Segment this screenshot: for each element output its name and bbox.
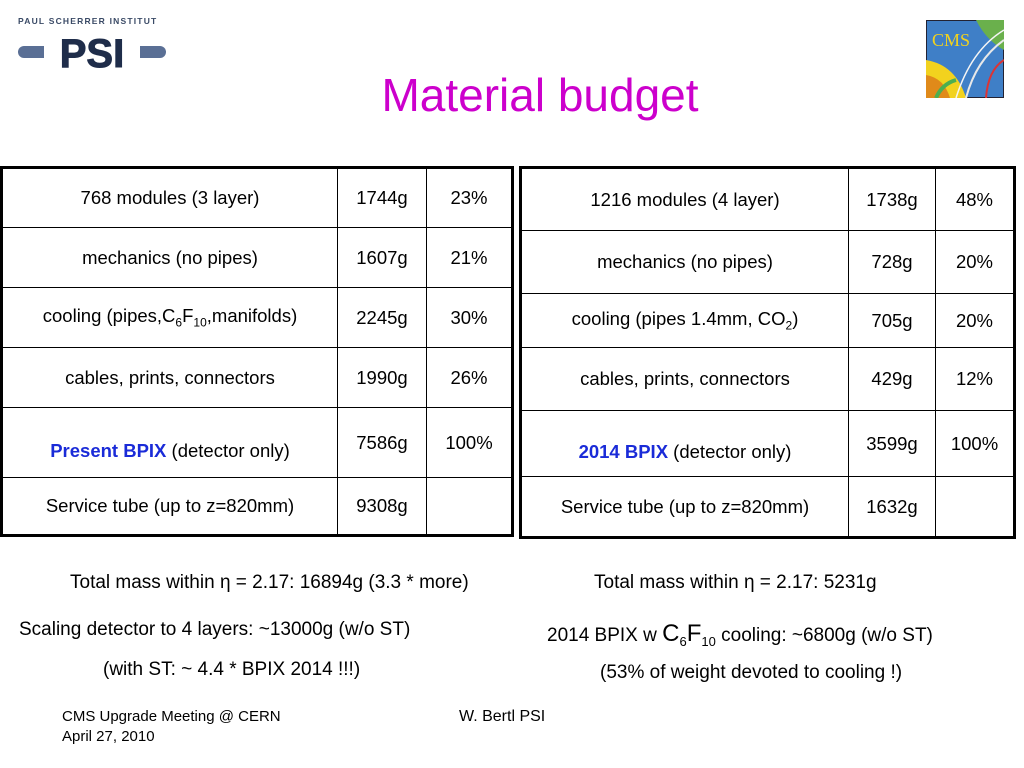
row-percent: 100% <box>935 410 1015 477</box>
row-percent: 30% <box>426 287 513 348</box>
row-label: mechanics (no pipes) <box>520 230 849 294</box>
row-label: mechanics (no pipes) <box>1 227 338 288</box>
row-percent: 100% <box>426 407 513 478</box>
note-part: 2014 BPIX w <box>547 625 663 646</box>
row-mass: 429g <box>848 347 936 411</box>
table-row: cooling (pipes 1.4mm, CO2) 705g 20% <box>520 293 1015 348</box>
row-percent: 21% <box>426 227 513 288</box>
row-mass: 1744g <box>337 167 427 228</box>
row-mass: 1632g <box>848 476 936 538</box>
label-part: cooling (pipes 1.4mm, CO <box>571 308 786 330</box>
subscript: 10 <box>193 315 207 330</box>
meeting-date: April 27, 2010 <box>62 728 155 745</box>
table-row: 1216 modules (4 layer) 1738g 48% <box>520 167 1015 231</box>
label-part: ) <box>792 308 799 330</box>
subscript: 6 <box>175 315 183 330</box>
label-part: (detector only) <box>668 440 792 462</box>
footer-meeting: CMS Upgrade Meeting @ CERN April 27, 201… <box>62 707 281 747</box>
row-mass: 2245g <box>337 287 427 348</box>
row-label: 1216 modules (4 layer) <box>520 167 849 231</box>
cooling-weight-note: (53% of weight devoted to cooling !) <box>600 662 903 683</box>
table-row: Service tube (up to z=820mm) 9308g <box>1 477 513 536</box>
row-mass: 1738g <box>848 167 936 231</box>
psi-logo-icon: PSI <box>18 32 166 74</box>
bpix-label: Present BPIX <box>50 439 167 461</box>
row-label: cables, prints, connectors <box>520 347 849 411</box>
subscript: 6 <box>679 633 687 649</box>
table-row: Service tube (up to z=820mm) 1632g <box>520 476 1015 538</box>
row-percent: 20% <box>935 230 1015 294</box>
label-part: F <box>182 305 194 327</box>
meeting-name: CMS Upgrade Meeting @ CERN <box>62 708 281 725</box>
row-label: 2014 BPIX (detector only) <box>520 410 849 477</box>
row-percent: 23% <box>426 167 513 228</box>
cms-logo-letters: CMS <box>932 30 970 50</box>
with-st-note: (with ST: ~ 4.4 * BPIX 2014 !!!) <box>103 659 361 680</box>
note-part: cooling: ~6800g (w/o ST) <box>715 625 933 646</box>
row-percent: 12% <box>935 347 1015 411</box>
table-row: mechanics (no pipes) 728g 20% <box>520 230 1015 294</box>
row-mass: 1607g <box>337 227 427 288</box>
label-part: (detector only) <box>166 439 290 461</box>
row-label: cooling (pipes,C6F10,manifolds) <box>1 287 338 348</box>
row-mass: 705g <box>848 293 936 348</box>
right-material-table: 1216 modules (4 layer) 1738g 48% mechani… <box>519 166 1016 539</box>
row-percent: 26% <box>426 347 513 408</box>
subscript: 10 <box>701 633 716 649</box>
row-percent: 48% <box>935 167 1015 231</box>
institute-name: PAUL SCHERRER INSTITUT <box>18 16 158 26</box>
footer-author: W. Bertl PSI <box>459 708 546 725</box>
psi-logo: PAUL SCHERRER INSTITUT PSI <box>18 16 168 74</box>
scaling-note: Scaling detector to 4 layers: ~13000g (w… <box>19 619 411 640</box>
cms-logo-icon: CMS <box>926 20 1005 99</box>
row-percent: 20% <box>935 293 1015 348</box>
row-label: Service tube (up to z=820mm) <box>1 477 338 536</box>
page-title: Material budget <box>381 69 699 121</box>
label-part: ,manifolds) <box>206 305 298 327</box>
row-label: cooling (pipes 1.4mm, CO2) <box>520 293 849 348</box>
note-part: C <box>662 620 680 647</box>
row-mass: 7586g <box>337 407 427 478</box>
row-percent <box>935 476 1015 538</box>
total-mass-right: Total mass within η = 2.17: 5231g <box>594 572 877 593</box>
row-mass: 9308g <box>337 477 427 536</box>
table-row: cables, prints, connectors 1990g 26% <box>1 347 513 408</box>
table-row: cooling (pipes,C6F10,manifolds) 2245g 30… <box>1 287 513 348</box>
label-part: cooling (pipes,C <box>42 305 176 327</box>
row-mass: 1990g <box>337 347 427 408</box>
row-label: Service tube (up to z=820mm) <box>520 476 849 538</box>
subscript: 2 <box>785 318 793 333</box>
row-percent <box>426 477 513 536</box>
table-row: 768 modules (3 layer) 1744g 23% <box>1 167 513 228</box>
table-row: mechanics (no pipes) 1607g 21% <box>1 227 513 288</box>
left-material-table: 768 modules (3 layer) 1744g 23% mechanic… <box>0 166 514 537</box>
row-label: Present BPIX (detector only) <box>1 407 338 478</box>
table-row: 2014 BPIX (detector only) 3599g 100% <box>520 410 1015 477</box>
table-row: cables, prints, connectors 429g 12% <box>520 347 1015 411</box>
row-label: 768 modules (3 layer) <box>1 167 338 228</box>
psi-logo-letters: PSI <box>60 32 124 74</box>
bpix-label: 2014 BPIX <box>578 440 669 462</box>
row-mass: 3599g <box>848 410 936 477</box>
cms-logo: CMS <box>926 20 1005 99</box>
total-mass-left: Total mass within η = 2.17: 16894g (3.3 … <box>70 572 469 593</box>
bpix-cooling-note: 2014 BPIX w C6F10 cooling: ~6800g (w/o S… <box>547 620 933 649</box>
row-label: cables, prints, connectors <box>1 347 338 408</box>
row-mass: 728g <box>848 230 936 294</box>
note-part: F <box>686 620 702 647</box>
table-row: Present BPIX (detector only) 7586g 100% <box>1 407 513 478</box>
